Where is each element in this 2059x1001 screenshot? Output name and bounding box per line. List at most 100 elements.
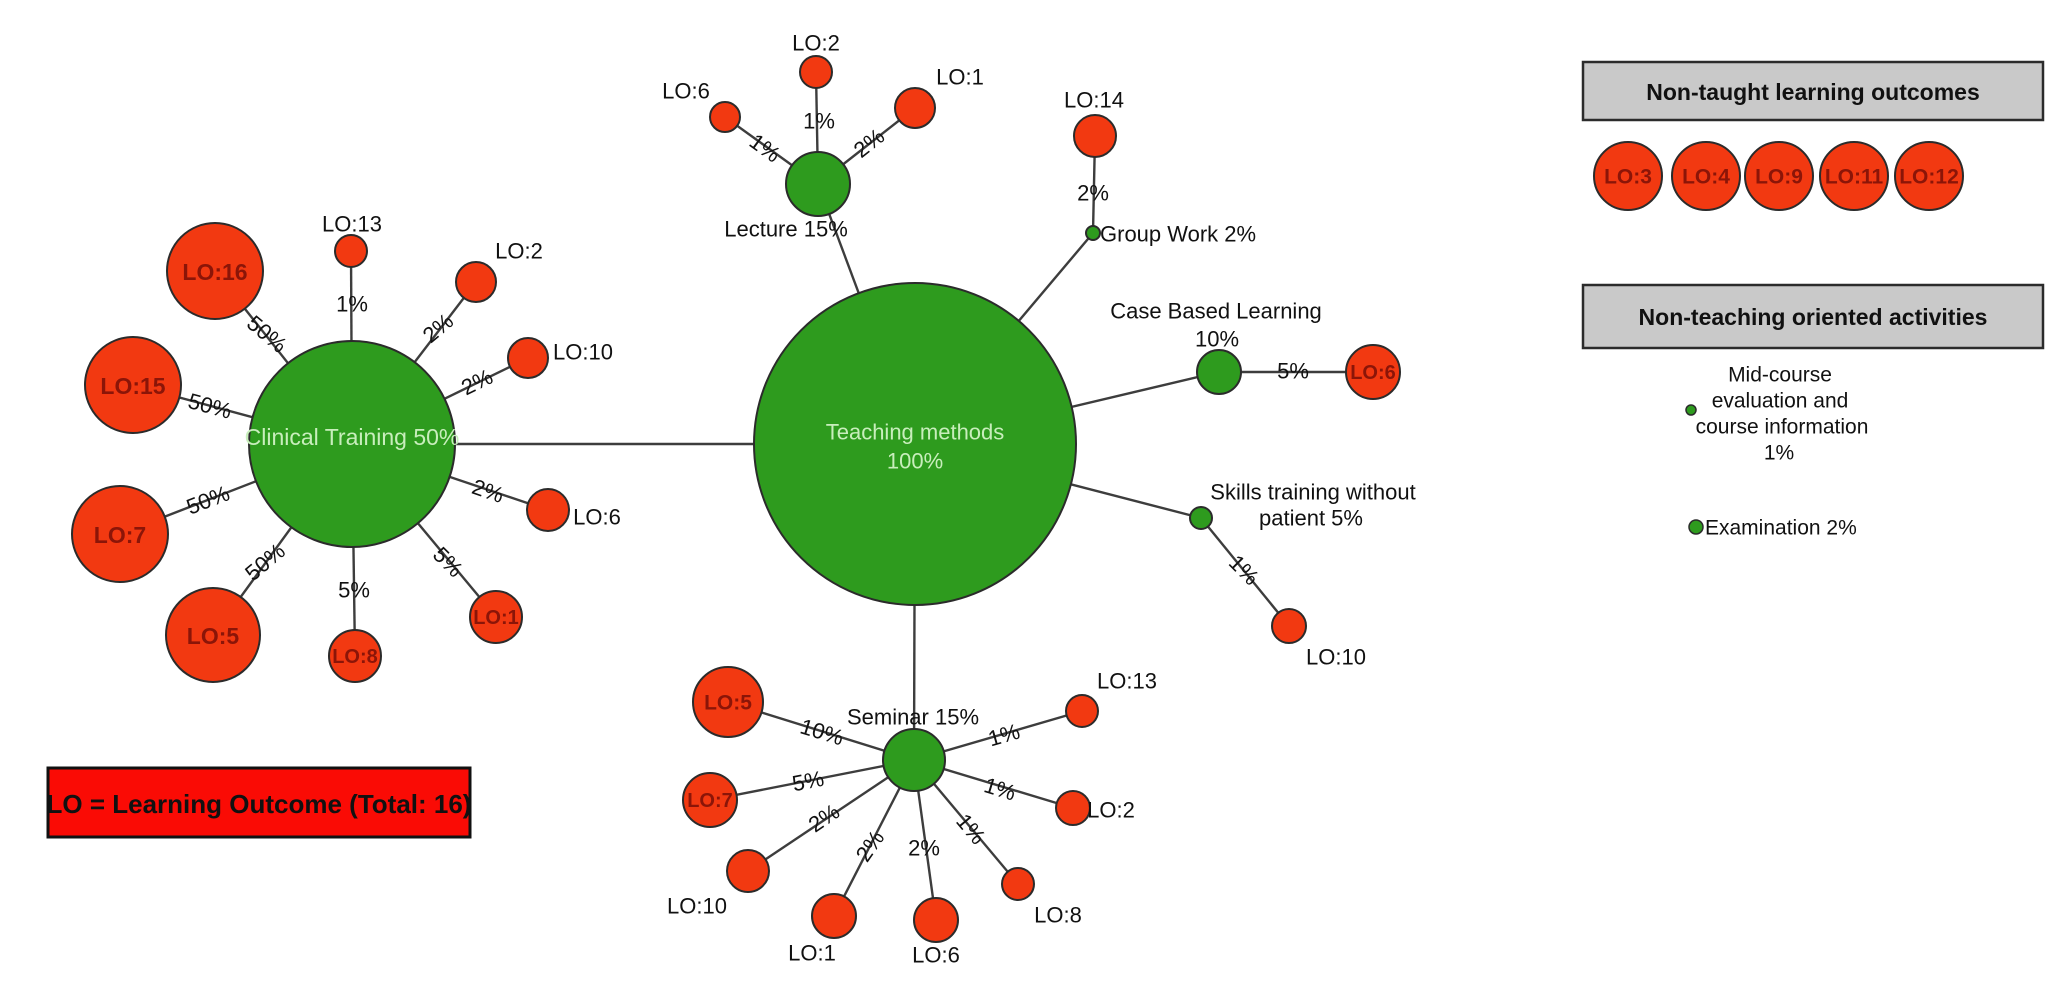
node-ct-lo1 (469, 590, 523, 644)
node-label-sem-lo2: LO:2 (1087, 798, 1135, 823)
node-label-ct-lo8: LO:8 (332, 646, 378, 668)
edge-label-clinical-training--ct-lo8: 5% (338, 578, 370, 603)
node-group-work (1085, 225, 1101, 241)
node-sem-lo5 (692, 666, 764, 738)
node-lec-lo1 (894, 87, 936, 129)
non-teaching-header-title: Non-teaching oriented activities (1639, 304, 1988, 330)
edge-label-clinical-training--ct-lo13: 1% (336, 292, 368, 317)
node-st-lo10 (1271, 608, 1307, 644)
edge-label-seminar--sem-lo13: 1% (985, 719, 1022, 752)
non-taught-circle-label-1: LO:4 (1682, 166, 1730, 189)
edge-label-group-work--gw-lo14: 2% (1077, 181, 1109, 206)
node-ct-lo16 (166, 222, 264, 320)
node-ct-lo13 (334, 234, 368, 268)
node-ct-lo6 (526, 488, 570, 532)
node-sem-lo1 (811, 893, 857, 939)
node-sem-lo6 (913, 897, 959, 943)
edge-label-seminar--sem-lo6: 2% (908, 836, 940, 861)
node-label-case-based-learning: 10% (1195, 327, 1239, 352)
examination-dot-icon (1688, 519, 1704, 535)
node-label-lec-lo6: LO:6 (662, 79, 710, 104)
legend-layer: LO = Learning Outcome (Total: 16) (46, 766, 472, 839)
edge-label-clinical-training--ct-lo6: 2% (469, 474, 507, 508)
edge-label-clinical-training--ct-lo15: 50% (185, 388, 234, 424)
mid-course-evaluation-text: evaluation and (1712, 390, 1849, 413)
node-ct-lo7 (71, 485, 169, 583)
node-label-st-lo10: LO:10 (1306, 645, 1366, 670)
edge-label-seminar--sem-lo1: 2% (851, 826, 890, 866)
node-label-ct-lo10: LO:10 (553, 340, 613, 365)
non-taught-circle-2 (1744, 141, 1814, 211)
edge-label-seminar--sem-lo10: 2% (804, 799, 844, 838)
node-ct-lo8 (328, 629, 382, 683)
node-label-sem-lo13: LO:13 (1097, 669, 1157, 694)
mid-course-evaluation-dot-icon (1685, 404, 1697, 416)
edge-label-case-based-learning--cbl-lo6: 5% (1277, 359, 1309, 384)
node-ct-lo15 (84, 336, 182, 434)
non-taught-circle-label-3: LO:11 (1825, 166, 1884, 189)
non-teaching-header-box (1581, 283, 2045, 350)
edge-skills-training--st-lo10 (1200, 517, 1290, 627)
node-label-lecture: Lecture 15% (724, 217, 848, 242)
edge-label-skills-training--st-lo10: 1% (1224, 550, 1264, 590)
node-sem-lo13 (1065, 694, 1099, 728)
node-label-skills-training: Skills training without (1210, 480, 1415, 505)
node-sem-lo8 (1001, 867, 1035, 901)
node-label-ct-lo7: LO:7 (94, 522, 146, 548)
node-skills-training (1189, 506, 1213, 530)
node-lecture (785, 151, 851, 217)
node-label-sem-lo8: LO:8 (1034, 903, 1082, 928)
legend-text: LO = Learning Outcome (Total: 16) (47, 789, 472, 819)
node-case-based-learning (1196, 349, 1242, 395)
node-sem-lo10 (726, 849, 770, 893)
edge-label-seminar--sem-lo5: 10% (797, 714, 846, 751)
node-label-sem-lo10: LO:10 (667, 894, 727, 919)
node-clinical-training (248, 340, 456, 548)
node-lec-lo6 (709, 101, 741, 133)
panels-layer: Non-taught learning outcomes LO:3 LO:4 LO:9… (1581, 60, 2045, 540)
node-label-ct-lo1: LO:1 (473, 607, 519, 629)
edge-label-seminar--sem-lo7: 5% (790, 766, 826, 797)
node-label-lec-lo1: LO:1 (936, 65, 984, 90)
nodes-layer (71, 55, 1401, 943)
edge-label-clinical-training--ct-lo5: 50% (240, 538, 290, 585)
edge-seminar--sem-lo10 (747, 759, 915, 872)
node-sem-lo7 (682, 772, 738, 828)
node-seminar (882, 728, 946, 792)
node-label-lec-lo2: LO:2 (792, 31, 840, 56)
edge-label-clinical-training--ct-lo10: 2% (457, 364, 497, 400)
mid-course-evaluation-text: 1% (1764, 442, 1794, 465)
node-label-ct-lo6: LO:6 (573, 505, 621, 530)
non-taught-circle-label-4: LO:12 (1899, 166, 1959, 189)
node-label-teaching-methods: Teaching methods (826, 420, 1005, 445)
edge-label-lecture--lec-lo1: 2% (849, 123, 889, 162)
node-label-sem-lo1: LO:1 (788, 941, 836, 966)
edge-seminar--sem-lo7 (709, 758, 915, 802)
examination-text: Examination 2% (1705, 517, 1857, 540)
edge-label-clinical-training--ct-lo7: 50% (183, 480, 233, 519)
mid-course-evaluation-text: course information (1696, 416, 1869, 439)
edge-label-clinical-training--ct-lo16: 50% (242, 310, 292, 357)
node-label-ct-lo15: LO:15 (100, 373, 165, 399)
node-gw-lo14 (1073, 114, 1117, 158)
node-lec-lo2 (799, 55, 833, 89)
node-label-skills-training: patient 5% (1259, 506, 1363, 531)
node-label-sem-lo5: LO:5 (704, 692, 752, 715)
node-ct-lo2 (455, 261, 497, 303)
node-label-ct-lo16: LO:16 (182, 259, 247, 285)
edge-label-lecture--lec-lo2: 1% (803, 109, 835, 134)
non-taught-circle-label-0: LO:3 (1604, 166, 1652, 189)
node-label-seminar: Seminar 15% (847, 705, 979, 730)
non-taught-header-title: Non-taught learning outcomes (1646, 79, 1980, 105)
node-label-ct-lo2: LO:2 (495, 239, 543, 264)
non-taught-header-box (1581, 60, 2045, 122)
node-label-ct-lo13: LO:13 (322, 212, 382, 237)
node-label-gw-lo14: LO:14 (1064, 88, 1124, 113)
node-label-clinical-training: Clinical Training 50% (245, 424, 460, 450)
mid-course-evaluation-text: Mid-course (1728, 364, 1832, 387)
non-taught-circle-3 (1819, 141, 1889, 211)
node-label-sem-lo7: LO:7 (687, 790, 733, 812)
edge-label-seminar--sem-lo2: 1% (981, 772, 1019, 805)
